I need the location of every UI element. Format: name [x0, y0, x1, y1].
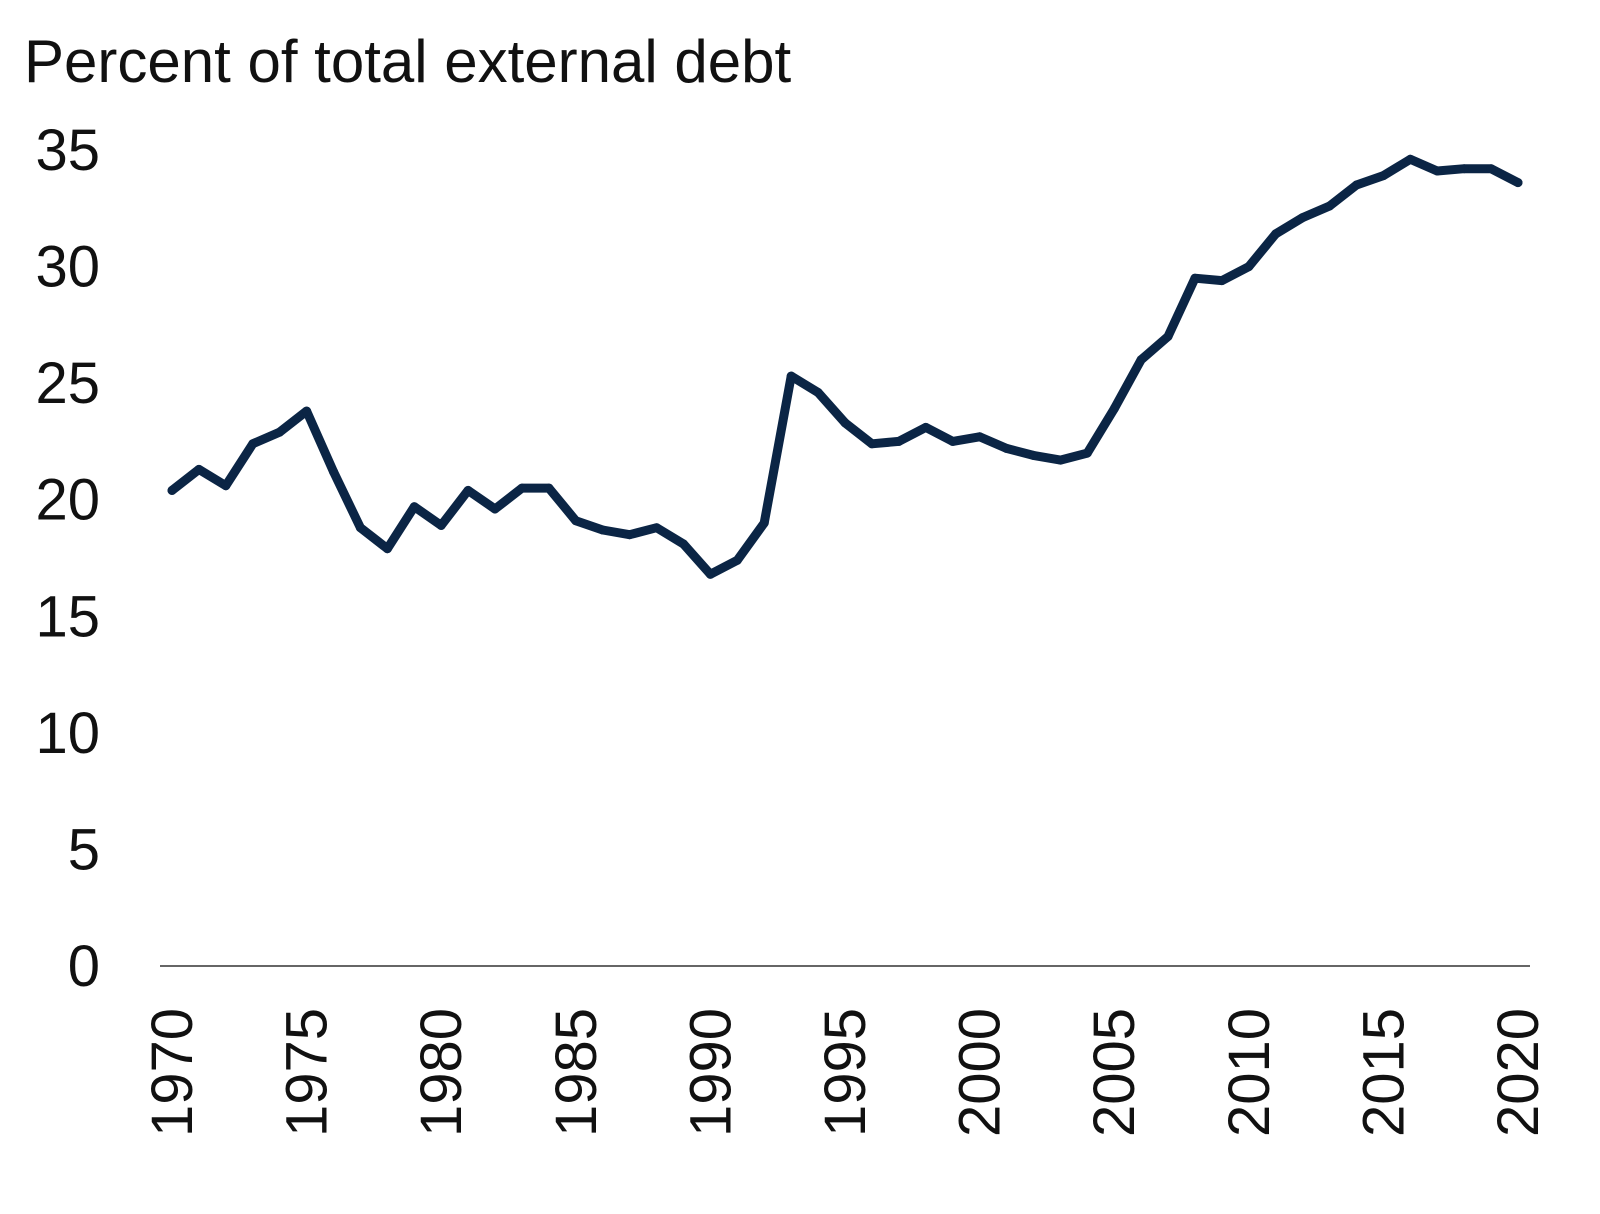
- data-point: [1325, 201, 1335, 211]
- data-point: [194, 464, 204, 474]
- data-point: [1109, 404, 1119, 414]
- data-point: [1055, 455, 1065, 465]
- series-line: [167, 154, 1523, 579]
- data-point: [975, 432, 985, 442]
- data-point: [571, 516, 581, 526]
- data-point: [1190, 273, 1200, 283]
- chart-title: Percent of total external debt: [24, 28, 791, 95]
- x-tick-label: 1995: [813, 1008, 878, 1137]
- x-tick-label: 2000: [948, 1008, 1013, 1137]
- data-point: [705, 569, 715, 579]
- data-point: [921, 422, 931, 432]
- x-axis-ticks: 1970 1975 1980 1985 1990 1995 2000 2005 2010 2015…: [140, 1008, 1551, 1137]
- data-point: [1378, 171, 1388, 181]
- y-tick-label: 0: [68, 934, 100, 999]
- data-point: [382, 544, 392, 554]
- data-point: [248, 439, 258, 449]
- y-tick-label: 5: [68, 817, 100, 882]
- data-point: [275, 427, 285, 437]
- y-tick-label: 30: [35, 235, 100, 300]
- x-tick-label: 2005: [1082, 1008, 1147, 1137]
- data-point: [436, 520, 446, 530]
- x-tick-label: 1970: [140, 1008, 205, 1137]
- data-point: [1217, 276, 1227, 286]
- data-point: [679, 539, 688, 549]
- data-point: [221, 481, 231, 491]
- series-layer: [167, 154, 1523, 579]
- x-tick-label: 1985: [544, 1008, 609, 1137]
- data-point: [625, 530, 635, 540]
- data-point: [167, 485, 177, 495]
- data-point: [813, 388, 823, 397]
- data-point: [329, 467, 338, 477]
- y-tick-label: 25: [35, 351, 100, 416]
- data-point: [1002, 443, 1011, 453]
- x-tick-label: 1980: [409, 1008, 474, 1137]
- data-point: [1136, 355, 1146, 365]
- data-point: [1405, 154, 1415, 164]
- y-tick-label: 20: [35, 468, 100, 533]
- data-point: [652, 523, 662, 533]
- data-point: [786, 371, 796, 381]
- data-point: [894, 436, 904, 446]
- x-tick-label: 1975: [275, 1008, 340, 1137]
- y-tick-label: 10: [35, 701, 100, 766]
- data-point: [732, 555, 742, 565]
- data-point: [490, 504, 500, 514]
- y-axis-ticks: 0 5 10 15 20 25 30 35: [35, 118, 100, 999]
- data-point: [517, 483, 527, 493]
- data-point: [302, 406, 312, 416]
- data-point: [1244, 262, 1254, 272]
- data-point: [1513, 178, 1523, 188]
- x-tick-label: 2010: [1217, 1008, 1282, 1137]
- data-point: [355, 523, 365, 533]
- data-point: [1298, 213, 1308, 223]
- data-point: [463, 485, 473, 495]
- data-point: [1271, 229, 1281, 239]
- data-point: [544, 483, 554, 493]
- data-point: [840, 418, 850, 428]
- x-tick-label: 2015: [1351, 1008, 1416, 1137]
- data-point: [1352, 180, 1361, 190]
- data-point: [409, 502, 419, 512]
- data-point: [948, 436, 958, 446]
- data-point: [1486, 164, 1496, 174]
- data-point: [1082, 448, 1092, 458]
- data-point: [598, 525, 608, 535]
- y-tick-label: 15: [35, 584, 100, 649]
- data-point: [1028, 450, 1038, 460]
- data-point: [1459, 164, 1469, 174]
- data-point: [867, 439, 877, 449]
- x-tick-label: 1990: [678, 1008, 743, 1137]
- x-tick-label: 2020: [1486, 1008, 1551, 1137]
- data-point: [1432, 166, 1442, 176]
- data-point: [1163, 332, 1173, 341]
- y-tick-label: 35: [35, 118, 100, 183]
- data-point: [759, 518, 769, 528]
